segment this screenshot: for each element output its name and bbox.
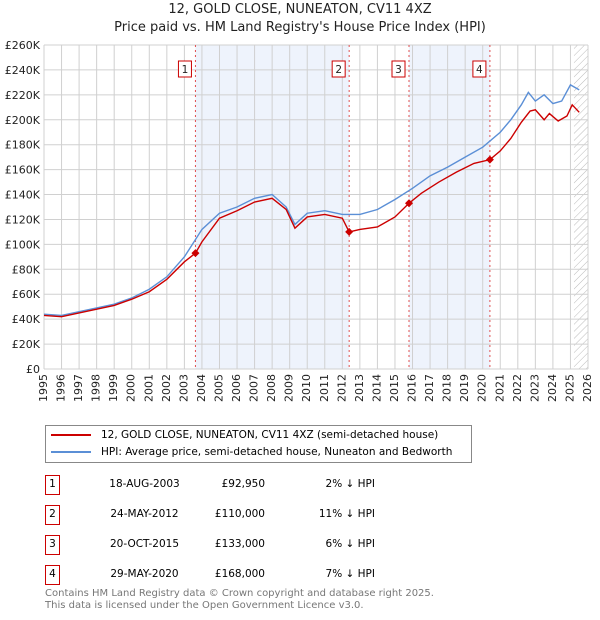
sale-price: £92,950 — [221, 478, 265, 490]
sale-price: £168,000 — [214, 568, 265, 580]
sale-row: 1 18-AUG-2003 £92,950 2% ↓ HPI — [45, 475, 375, 495]
x-tick-label: 2006 — [230, 374, 243, 402]
x-tick-label: 2007 — [248, 374, 261, 402]
sale-point — [405, 199, 414, 208]
x-tick-label: 2014 — [370, 374, 383, 402]
sale-label-box — [177, 60, 192, 78]
sale-number: 1 — [45, 475, 60, 495]
x-tick-label: 1999 — [107, 374, 120, 402]
shaded-period — [409, 45, 490, 369]
y-tick-label: £180K — [5, 139, 41, 152]
sale-hpi-diff: 11% ↓ HPI — [318, 508, 375, 520]
x-tick-label: 2005 — [212, 374, 225, 402]
y-tick-label: £220K — [5, 89, 41, 102]
sale-number: 3 — [45, 535, 60, 555]
x-tick-label: 1997 — [72, 374, 85, 402]
footer-line1: Contains HM Land Registry data © Crown c… — [45, 588, 434, 599]
y-tick-label: £100K — [5, 238, 41, 251]
y-tick-label: £140K — [5, 189, 41, 202]
x-tick-label: 2000 — [125, 374, 138, 402]
legend-label-hpi: HPI: Average price, semi-detached house,… — [101, 446, 453, 458]
sale-number: 4 — [45, 565, 60, 585]
sale-label-box — [331, 60, 346, 78]
sale-hpi-diff: 2% ↓ HPI — [325, 478, 375, 490]
sale-row: 3 20-OCT-2015 £133,000 6% ↓ HPI — [45, 535, 375, 555]
x-tick-label: 2008 — [265, 374, 278, 402]
sale-label: 2 — [335, 64, 342, 76]
legend-blue-line — [51, 451, 91, 453]
y-tick-label: £20K — [12, 338, 41, 351]
x-tick-label: 1996 — [55, 374, 68, 402]
chart-subtitle: Price paid vs. HM Land Registry's House … — [114, 20, 486, 35]
footer-line2: This data is licensed under the Open Gov… — [45, 600, 364, 611]
sale-label: 3 — [395, 64, 402, 76]
sale-row: 2 24-MAY-2012 £110,000 11% ↓ HPI — [45, 505, 375, 525]
sale-label-box — [472, 60, 487, 78]
y-tick-label: £40K — [12, 313, 41, 326]
x-tick-label: 2003 — [177, 374, 190, 402]
x-tick-label: 2023 — [528, 374, 541, 402]
sale-number: 2 — [45, 505, 60, 525]
footer: Contains HM Land Registry data © Crown c… — [45, 588, 434, 612]
x-tick-label: 2024 — [546, 374, 559, 402]
x-tick-label: 2004 — [195, 374, 208, 402]
x-tick-label: 2019 — [458, 374, 471, 402]
y-tick-label: £120K — [5, 213, 41, 226]
x-tick-label: 2020 — [476, 374, 489, 402]
sale-row: 4 29-MAY-2020 £168,000 7% ↓ HPI — [45, 565, 375, 585]
legend-red-line — [51, 434, 91, 436]
x-tick-label: 2013 — [353, 374, 366, 402]
sale-date: 24-MAY-2012 — [110, 508, 179, 520]
x-tick-label: 1998 — [90, 374, 103, 402]
x-tick-label: 1995 — [37, 374, 50, 402]
x-tick-label: 2011 — [318, 374, 331, 402]
x-tick-label: 2025 — [563, 374, 576, 402]
sale-hpi-diff: 6% ↓ HPI — [325, 538, 375, 550]
x-tick-label: 2016 — [406, 374, 419, 402]
sale-date: 29-MAY-2020 — [110, 568, 179, 580]
y-tick-label: £60K — [12, 288, 41, 301]
sale-hpi-diff: 7% ↓ HPI — [325, 568, 375, 580]
hpi-line — [43, 83, 580, 317]
chart-title: 12, GOLD CLOSE, NUNEATON, CV11 4XZ — [168, 2, 432, 17]
x-tick-label: 2018 — [441, 374, 454, 402]
x-tick-label: 2002 — [160, 374, 173, 402]
sale-point — [345, 227, 354, 236]
sale-date: 18-AUG-2003 — [109, 478, 180, 490]
y-tick-label: £240K — [5, 64, 41, 77]
sale-price: £110,000 — [214, 508, 265, 520]
sale-label: 1 — [182, 64, 189, 76]
sale-label-box — [391, 60, 406, 78]
x-tick-label: 2021 — [493, 374, 506, 402]
y-tick-label: £0 — [26, 363, 40, 376]
x-tick-label: 2022 — [511, 374, 524, 402]
legend-label-property: 12, GOLD CLOSE, NUNEATON, CV11 4XZ (semi… — [101, 429, 439, 441]
sale-point — [191, 249, 200, 258]
sale-label: 4 — [476, 64, 483, 76]
y-tick-label: £80K — [12, 263, 41, 276]
sale-price: £133,000 — [214, 538, 265, 550]
y-tick-label: £160K — [5, 164, 41, 177]
chart: 1995 1996 1997 1998 1999 2000 2001 2002 2003 2004… — [5, 39, 594, 402]
x-tick-label: 2017 — [423, 374, 436, 402]
x-tick-label: 2010 — [300, 374, 313, 402]
sale-point — [485, 155, 494, 164]
legend: 12, GOLD CLOSE, NUNEATON, CV11 4XZ (semi… — [45, 425, 472, 463]
x-tick-label: 2015 — [388, 374, 401, 402]
x-tick-label: 2001 — [142, 374, 155, 402]
x-tick-label: 2009 — [283, 374, 296, 402]
x-tick-label: 2026 — [581, 374, 594, 402]
forecast-hatch — [573, 45, 588, 369]
sale-date: 20-OCT-2015 — [110, 538, 179, 550]
y-tick-label: £200K — [5, 114, 41, 127]
x-tick-label: 2012 — [335, 374, 348, 402]
y-tick-label: £260K — [5, 39, 41, 52]
